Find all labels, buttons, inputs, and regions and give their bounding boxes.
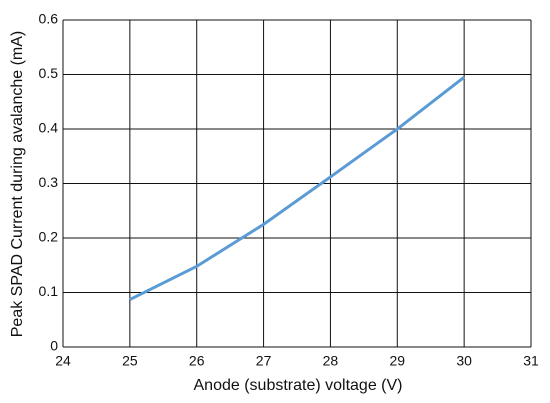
x-tick-label: 24 [55, 353, 71, 369]
x-tick-label: 30 [456, 353, 472, 369]
x-axis-label: Anode (substrate) voltage (V) [194, 377, 403, 394]
y-tick-label: 0.3 [39, 174, 59, 190]
data-line [129, 76, 466, 301]
y-axis-label: Peak SPAD Current during avalanche (mA) [9, 31, 26, 338]
x-tick-label: 28 [323, 353, 339, 369]
y-tick-label: 0 [50, 338, 58, 354]
y-tick-label: 0.1 [39, 283, 59, 299]
x-tick-label: 31 [523, 353, 539, 369]
x-tick-label: 27 [256, 353, 272, 369]
x-tick-label: 26 [189, 353, 205, 369]
y-tick-label: 0.6 [39, 11, 59, 27]
x-tick-label: 29 [389, 353, 405, 369]
y-tick-label: 0.4 [39, 120, 59, 136]
y-tick-label: 0.5 [39, 65, 59, 81]
y-tick-label: 0.2 [39, 229, 59, 245]
x-tick-label: 25 [122, 353, 138, 369]
